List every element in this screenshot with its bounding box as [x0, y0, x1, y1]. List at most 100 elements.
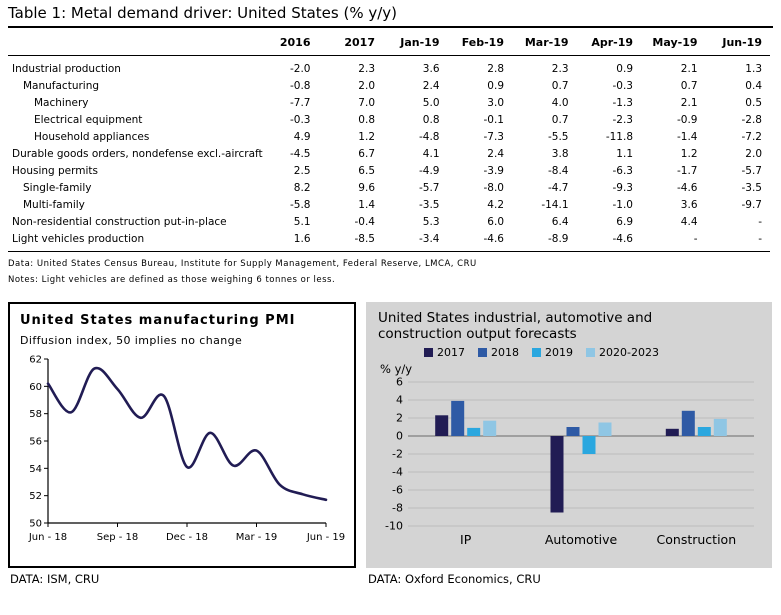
table-row: Household appliances 4.9 1.2 -4.8 -7.3 -5.5 -1… — [8, 129, 770, 146]
value-cell: 1.1 — [616, 148, 633, 160]
y-tick-label: 6 — [396, 376, 403, 389]
table-body: Industrial production -2.0 2.3 3.6 2.8 2.3 0.9… — [8, 56, 770, 252]
row-label: Electrical equipment — [34, 114, 143, 126]
value-cell: 8.2 — [293, 182, 311, 194]
value-cell: -6.3 — [612, 165, 634, 177]
value-cell: 7.0 — [358, 97, 375, 109]
value-cell: -4.6 — [447, 231, 512, 252]
table-block: 2016 2017 Jan-19 Feb-19 Mar-19 Apr-19 May-19 Ju… — [8, 30, 770, 286]
column-header: Apr-19 — [576, 30, 641, 56]
value-cell: -4.8 — [419, 131, 440, 143]
y-tick-label: 56 — [29, 437, 42, 448]
y-tick-label: 4 — [396, 394, 403, 407]
value-cell: -5.7 — [741, 165, 763, 177]
bar-2019-Construction — [697, 427, 711, 436]
value-cell: 0.7 — [551, 114, 569, 126]
column-header: Feb-19 — [447, 30, 512, 56]
y-tick-label: 52 — [29, 491, 42, 502]
value-cell: 5.0 — [422, 97, 440, 109]
y-tick-label: -8 — [392, 502, 403, 515]
value-cell: -0.1 — [483, 114, 505, 126]
value-cell: 9.6 — [358, 182, 375, 194]
title-block: Table 1: Metal demand driver: United Sta… — [8, 4, 773, 28]
row-label: Light vehicles production — [8, 231, 254, 252]
value-cell: -7.3 — [483, 131, 505, 143]
value-cell: 2.3 — [358, 63, 375, 75]
y-tick-label: 54 — [29, 464, 42, 475]
value-cell: -4.5 — [290, 148, 311, 160]
value-cell: -11.8 — [605, 131, 633, 143]
value-cell: -4.7 — [548, 182, 569, 194]
y-tick-label: 0 — [396, 430, 403, 443]
value-cell: -3.5 — [741, 182, 763, 194]
value-cell: -1.3 — [612, 97, 634, 109]
legend-swatch — [478, 347, 487, 357]
bar-2020-2023-Automotive — [598, 422, 612, 436]
row-label: Non-residential construction put-in-plac… — [12, 216, 227, 228]
table-row: Machinery -7.7 7.0 5.0 3.0 4.0 -1.3 2.1 0.5 — [8, 95, 770, 112]
value-cell: -9.7 — [741, 199, 763, 211]
forecast-bar-chart: -10 -8 -6 -4 -2 0 2 4 6 IP Automotive Construction — [385, 376, 754, 547]
row-label: Single-family — [23, 182, 92, 194]
y-tick-label: -6 — [392, 484, 403, 497]
row-label: Durable goods orders, nondefense excl.-a… — [12, 148, 263, 160]
bar-2018-IP — [451, 400, 465, 436]
row-label: Housing permits — [12, 165, 99, 177]
y-tick-label: 2 — [396, 412, 403, 425]
category-label: IP — [460, 532, 472, 547]
value-cell: -2.8 — [741, 114, 763, 126]
value-cell: -7.7 — [290, 97, 311, 109]
value-cell: 6.9 — [616, 216, 633, 228]
value-cell: -3.5 — [419, 199, 440, 211]
value-cell: - — [641, 231, 706, 252]
pmi-chart-title: United States manufacturing PMI — [20, 313, 296, 328]
row-label: Manufacturing — [23, 80, 100, 92]
value-cell: -4.9 — [419, 165, 440, 177]
value-cell: 3.6 — [680, 199, 698, 211]
value-cell: 0.4 — [745, 80, 762, 92]
value-cell: 1.2 — [358, 131, 375, 143]
table-row: Housing permits 2.5 6.5 -4.9 -3.9 -8.4 -6.3 -1.… — [8, 163, 770, 180]
value-cell: - — [758, 216, 762, 228]
column-header: Jan-19 — [383, 30, 448, 56]
value-cell: 1.4 — [358, 199, 375, 211]
row-label: Machinery — [34, 97, 89, 109]
y-tick-label: 60 — [29, 382, 42, 393]
bar-2018-Construction — [681, 410, 695, 436]
column-header: Mar-19 — [512, 30, 577, 56]
value-cell: 4.0 — [551, 97, 569, 109]
value-cell: -7.2 — [741, 131, 763, 143]
value-cell: 2.4 — [487, 148, 504, 160]
table-header-row: 2016 2017 Jan-19 Feb-19 Mar-19 Apr-19 May-19 Ju… — [8, 30, 770, 56]
legend-item-2017: 2017 — [424, 346, 465, 359]
table-row: Light vehicles production 1.6 -8.5 -3.4 -4.6… — [8, 231, 770, 252]
row-label: Multi-family — [23, 199, 85, 211]
bar-2019-Automotive — [582, 436, 596, 454]
y-tick-label: 58 — [29, 409, 42, 420]
pmi-source: DATA: ISM, CRU — [10, 572, 100, 586]
value-cell: 2.4 — [422, 80, 440, 92]
value-cell: 6.7 — [358, 148, 375, 160]
value-cell: -2.3 — [612, 114, 634, 126]
value-cell: 2.3 — [551, 63, 569, 75]
table-row: Manufacturing -0.8 2.0 2.4 0.9 0.7 -0.3 0.7 0.4 — [8, 78, 770, 95]
x-tick-label: Jun - 19 — [306, 532, 345, 543]
forecast-legend: 2017 2018 2019 2020-2023 — [424, 346, 760, 359]
bar-2018-Automotive — [566, 427, 580, 436]
value-cell: 4.4 — [680, 216, 698, 228]
value-cell: 2.8 — [487, 63, 504, 75]
y-axis-unit-label: % y/y — [380, 362, 413, 376]
bar-2020-2023-IP — [483, 420, 497, 436]
value-cell: 0.7 — [551, 80, 569, 92]
value-cell: -0.9 — [677, 114, 698, 126]
value-cell: 6.5 — [358, 165, 375, 177]
y-tick-label: -10 — [385, 520, 403, 533]
value-cell: -8.0 — [483, 182, 505, 194]
value-cell: 3.8 — [551, 148, 569, 160]
metal-demand-table: 2016 2017 Jan-19 Feb-19 Mar-19 Apr-19 May-19 Ju… — [8, 30, 770, 252]
value-cell: -0.8 — [290, 80, 311, 92]
column-header: 2017 — [318, 30, 383, 56]
value-cell: 4.9 — [293, 131, 311, 143]
column-header: May-19 — [641, 30, 706, 56]
value-cell: 4.2 — [487, 199, 504, 211]
